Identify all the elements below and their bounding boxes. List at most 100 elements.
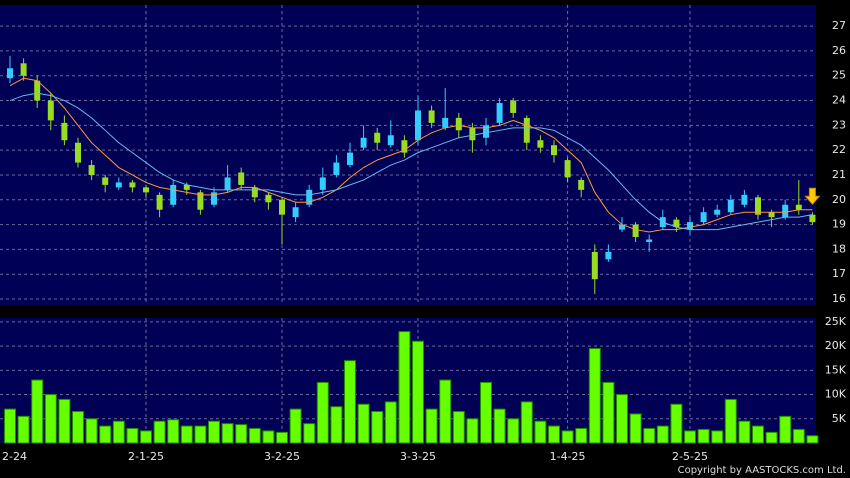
copyright: Copyright by AASTOCKS.com Ltd. (678, 465, 846, 476)
volume-bar (656, 425, 669, 444)
candle-body (61, 122, 68, 141)
volume-bar (548, 425, 560, 444)
candle-body (687, 222, 693, 230)
volume-bar (398, 331, 411, 444)
y-tick-label: 24 (832, 94, 846, 107)
candle-body (347, 152, 353, 166)
candle-body (265, 194, 272, 203)
y-tick-label: 5K (832, 412, 847, 425)
volume-bar (493, 408, 506, 444)
candle-body (564, 160, 571, 178)
y-tick-label: 26 (832, 44, 846, 57)
candle-body (156, 194, 163, 210)
volume-bar (711, 430, 724, 444)
candle-body (809, 214, 816, 223)
volume-bar (31, 379, 44, 444)
candle-body (578, 179, 585, 190)
volume-bar (357, 403, 370, 444)
candle-body (143, 187, 149, 193)
y-tick-label: 27 (832, 19, 846, 32)
volume-bar (792, 428, 805, 444)
candle-body (197, 192, 204, 210)
volume-bar (262, 430, 275, 444)
volume-bar (765, 431, 778, 444)
volume-bar (629, 413, 642, 444)
volume-bar (167, 419, 180, 444)
candle-body (605, 251, 612, 260)
y-tick-label: 25 (832, 69, 846, 82)
y-tick-label: 23 (832, 118, 846, 131)
candle-body (251, 187, 258, 198)
candle-body (741, 194, 748, 205)
candle-body (34, 80, 41, 101)
candle-body (755, 197, 761, 215)
volume-bar (371, 411, 384, 444)
y-tick-label: 22 (832, 143, 846, 156)
candle-body (646, 239, 653, 242)
x-tick-label: 3-3-25 (400, 450, 436, 463)
y-tick-label: 20 (832, 193, 846, 206)
volume-bar (221, 423, 234, 444)
candle-body (510, 100, 517, 113)
y-tick-label: 21 (832, 168, 846, 181)
candle-body (102, 177, 109, 185)
volume-bar (507, 418, 520, 444)
candle-body (306, 189, 313, 205)
candle-body (319, 177, 326, 190)
volume-bar (452, 411, 465, 444)
candle-body (129, 182, 136, 188)
x-tick-label: 1-4-25 (550, 450, 586, 463)
volume-bar (194, 425, 207, 444)
y-tick-label: 25K (825, 315, 847, 328)
volume-bar (439, 379, 452, 444)
candle-body (700, 212, 707, 223)
candle-body (387, 135, 394, 146)
volume-bar (425, 408, 438, 444)
volume-bar (99, 425, 112, 444)
candle-body (551, 145, 557, 156)
candle-body (428, 110, 435, 123)
volume-bar (316, 381, 329, 444)
volume-bar (153, 420, 166, 444)
candle-body (455, 117, 462, 131)
volume-bar (520, 401, 533, 444)
candle-body (483, 125, 489, 138)
candle-body (714, 209, 721, 215)
candle-body (75, 142, 81, 163)
volume-bar (235, 424, 248, 444)
volume-bar (248, 427, 261, 444)
candle-body (47, 100, 54, 121)
volume-bar (738, 420, 751, 444)
candle-body (360, 137, 367, 148)
x-tick-label: 2-1-25 (128, 450, 164, 463)
candle-body (619, 224, 625, 230)
volume-bar (806, 435, 819, 444)
candle-body (442, 117, 449, 128)
volume-bar (588, 348, 601, 444)
volume-bar (17, 415, 30, 444)
volume-bar (616, 394, 628, 444)
y-tick-label: 19 (832, 218, 846, 231)
volume-bar (697, 428, 710, 444)
x-tick-label: 2-24 (2, 450, 27, 463)
volume-bar (58, 398, 71, 444)
candle-body (279, 199, 285, 215)
volume-bar (752, 425, 764, 444)
volume-bar (112, 420, 125, 444)
volume-bar (412, 340, 424, 444)
volume-bar (303, 423, 316, 444)
x-tick-label: 3-2-25 (264, 450, 300, 463)
y-tick-label: 16 (832, 292, 846, 305)
candle-body (523, 117, 530, 143)
volume-bar (85, 418, 98, 444)
y-tick-label: 15K (825, 363, 847, 376)
candle-body (401, 140, 408, 153)
volume-bar (724, 398, 737, 444)
volume-bar (44, 394, 57, 444)
volume-bar (289, 408, 302, 444)
candle-body (415, 110, 421, 141)
candle-body (768, 212, 775, 218)
candle-body (292, 207, 299, 218)
candle-body (211, 192, 217, 205)
candle-body (7, 68, 13, 79)
